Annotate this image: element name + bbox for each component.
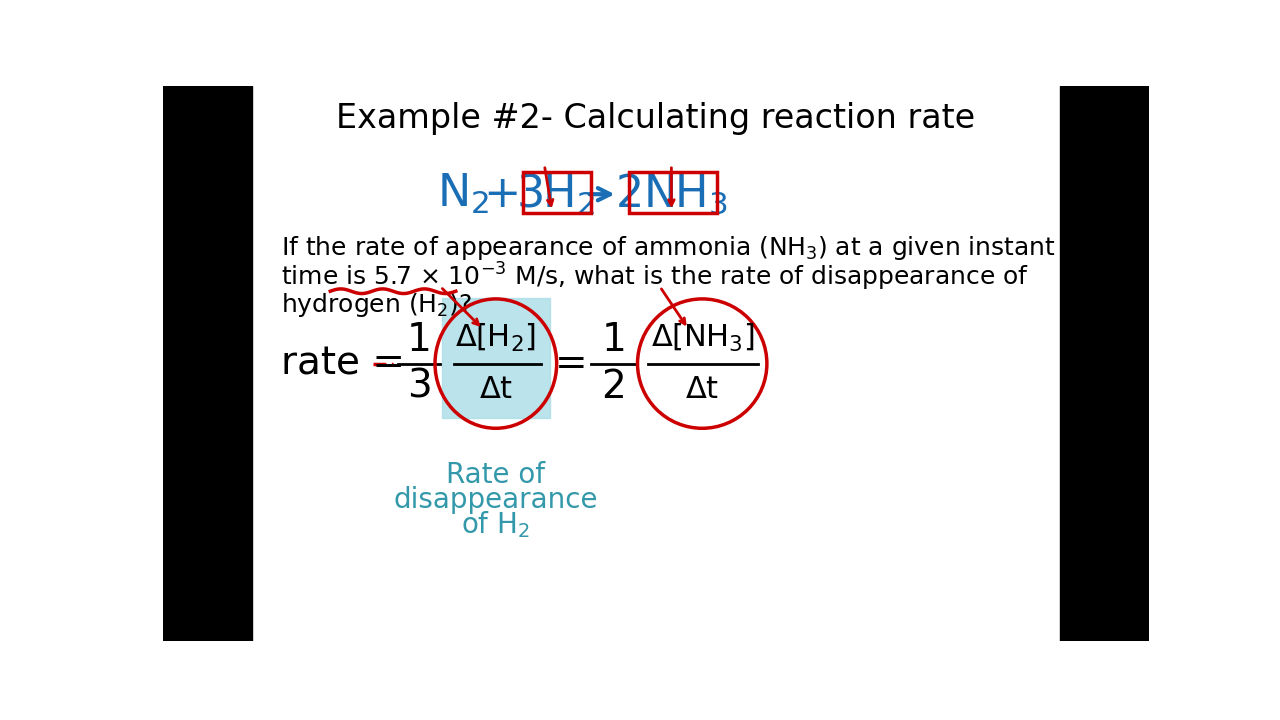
Text: hydrogen (H$_2$)?: hydrogen (H$_2$)? [282, 291, 472, 319]
Text: $\Delta$[H$_2$]: $\Delta$[H$_2$] [456, 322, 536, 354]
Text: 2NH$_3$: 2NH$_3$ [614, 172, 728, 217]
Text: 2: 2 [602, 368, 626, 405]
Text: of H$_2$: of H$_2$ [461, 509, 530, 540]
Text: N$_2$: N$_2$ [438, 172, 490, 216]
Text: =: = [556, 345, 588, 382]
Text: If the rate of appearance of ammonia (NH$_3$) at a given instant in: If the rate of appearance of ammonia (NH… [282, 234, 1085, 262]
Text: time is 5.7 $\times$ 10$^{-3}$ M/s, what is the rate of disappearance of: time is 5.7 $\times$ 10$^{-3}$ M/s, what… [282, 261, 1029, 293]
Text: Example #2- Calculating reaction rate: Example #2- Calculating reaction rate [337, 102, 975, 135]
Bar [164, 86, 252, 641]
Text: $\Delta$t: $\Delta$t [479, 374, 513, 403]
Text: +: + [484, 173, 521, 216]
Text: disappearance: disappearance [393, 486, 598, 514]
Text: rate =: rate = [282, 345, 404, 382]
Text: 3H$_2$: 3H$_2$ [516, 171, 595, 217]
Text: 1: 1 [407, 322, 433, 359]
Bar [1060, 86, 1149, 641]
Bar [442, 298, 549, 418]
Text: $\Delta$[NH$_3$]: $\Delta$[NH$_3$] [650, 322, 754, 354]
Text: 1: 1 [602, 322, 626, 359]
Text: Rate of: Rate of [447, 462, 545, 490]
Text: 3: 3 [407, 368, 431, 405]
Text: $\Delta$t: $\Delta$t [685, 374, 719, 403]
